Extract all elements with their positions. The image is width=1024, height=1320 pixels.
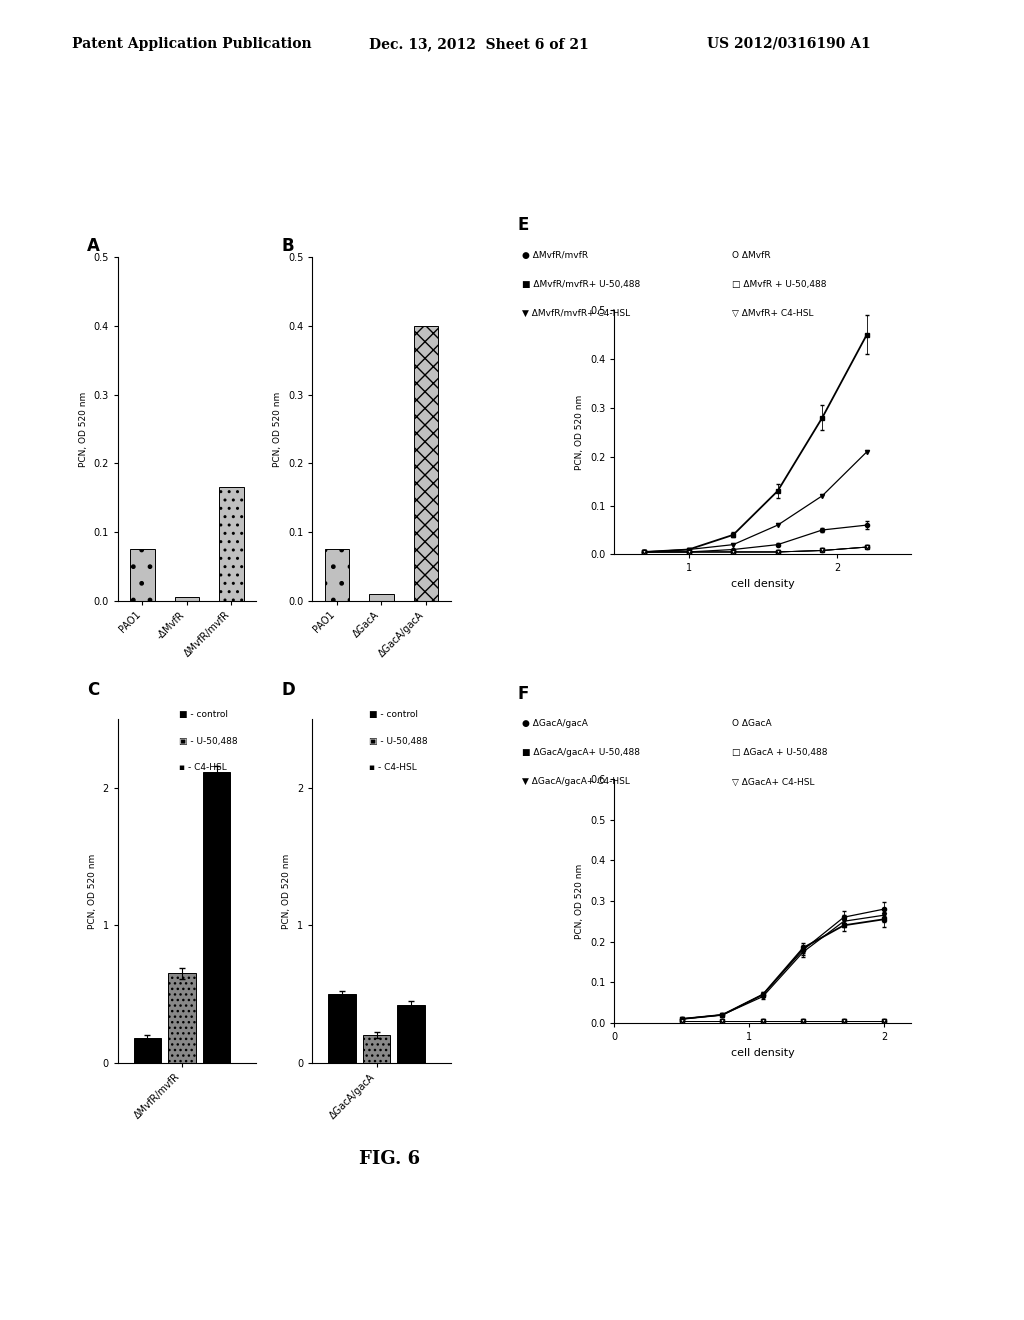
Text: ■ - control: ■ - control: [369, 710, 418, 719]
Text: O ΔMvfR: O ΔMvfR: [732, 251, 771, 260]
Text: F: F: [517, 685, 528, 704]
Text: Dec. 13, 2012  Sheet 6 of 21: Dec. 13, 2012 Sheet 6 of 21: [369, 37, 589, 51]
Bar: [203, 772, 230, 1063]
Text: Patent Application Publication: Patent Application Publication: [72, 37, 311, 51]
Text: D: D: [282, 681, 295, 700]
Bar: [362, 1035, 390, 1063]
Text: □ ΔMvfR + U-50,488: □ ΔMvfR + U-50,488: [732, 280, 826, 289]
Bar: [397, 1005, 425, 1063]
Bar: [133, 1038, 161, 1063]
Text: O ΔGacA: O ΔGacA: [732, 719, 772, 729]
Text: ■ ΔMvfR/mvfR+ U-50,488: ■ ΔMvfR/mvfR+ U-50,488: [522, 280, 640, 289]
Bar: [175, 597, 199, 601]
Text: C: C: [87, 681, 99, 700]
Y-axis label: PCN, OD 520 nm: PCN, OD 520 nm: [273, 391, 283, 467]
X-axis label: cell density: cell density: [731, 1048, 795, 1057]
Y-axis label: PCN, OD 520 nm: PCN, OD 520 nm: [283, 853, 292, 929]
Bar: [325, 549, 349, 601]
Text: □ ΔGacA + U-50,488: □ ΔGacA + U-50,488: [732, 748, 827, 758]
Y-axis label: PCN, OD 520 nm: PCN, OD 520 nm: [88, 853, 97, 929]
Y-axis label: PCN, OD 520 nm: PCN, OD 520 nm: [79, 391, 88, 467]
Text: ▣ - U-50,488: ▣ - U-50,488: [179, 737, 238, 746]
Text: A: A: [87, 236, 100, 255]
Text: ● ΔGacA/gacA: ● ΔGacA/gacA: [522, 719, 588, 729]
Text: FIG. 6: FIG. 6: [358, 1150, 420, 1168]
Text: ▽ ΔMvfR+ C4-HSL: ▽ ΔMvfR+ C4-HSL: [732, 309, 814, 318]
Text: ■ ΔGacA/gacA+ U-50,488: ■ ΔGacA/gacA+ U-50,488: [522, 748, 640, 758]
Text: B: B: [282, 236, 294, 255]
X-axis label: cell density: cell density: [731, 579, 795, 589]
Text: E: E: [517, 216, 528, 235]
Y-axis label: PCN, OD 520 nm: PCN, OD 520 nm: [575, 395, 585, 470]
Bar: [328, 994, 355, 1063]
Text: ▪ - C4-HSL: ▪ - C4-HSL: [369, 763, 417, 772]
Bar: [414, 326, 438, 601]
Bar: [168, 973, 196, 1063]
Text: ▽ ΔGacA+ C4-HSL: ▽ ΔGacA+ C4-HSL: [732, 777, 815, 787]
Text: ● ΔMvfR/mvfR: ● ΔMvfR/mvfR: [522, 251, 589, 260]
Text: ▣ - U-50,488: ▣ - U-50,488: [369, 737, 427, 746]
Y-axis label: PCN, OD 520 nm: PCN, OD 520 nm: [575, 863, 585, 939]
Text: US 2012/0316190 A1: US 2012/0316190 A1: [707, 37, 870, 51]
Text: ■ - control: ■ - control: [179, 710, 228, 719]
Bar: [370, 594, 393, 601]
Text: ▼ ΔGacA/gacA+ C4-HSL: ▼ ΔGacA/gacA+ C4-HSL: [522, 777, 630, 787]
Text: ▪ - C4-HSL: ▪ - C4-HSL: [179, 763, 227, 772]
Bar: [219, 487, 244, 601]
Text: ▼ ΔMvfR/mvfR+ C4-HSL: ▼ ΔMvfR/mvfR+ C4-HSL: [522, 309, 631, 318]
Bar: [130, 549, 155, 601]
